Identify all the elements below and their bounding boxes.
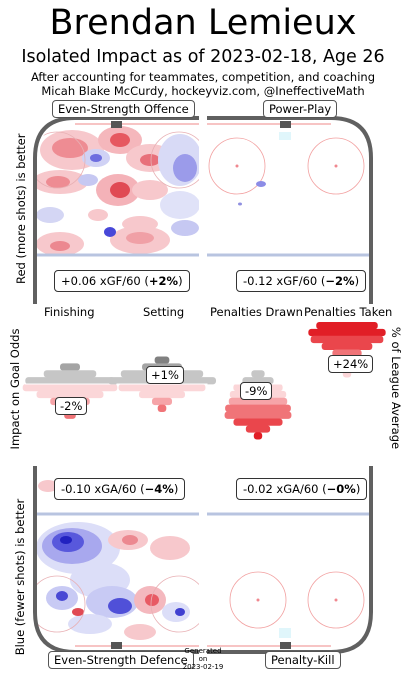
violin-slice-finishing	[22, 384, 118, 392]
context-line: After accounting for teammates, competit…	[30, 70, 376, 84]
rink-es-offence	[33, 116, 199, 304]
violin-slice-setting	[154, 356, 170, 364]
side-label-middle: Impact on Goal Odds	[8, 328, 22, 450]
violin-slice-setting	[139, 390, 185, 399]
es-offence-value: +0.06 xGF/60 (+2%)	[54, 270, 190, 292]
violin-slice-penalties-drawn	[233, 418, 283, 426]
finishing-value-label: -2%	[55, 397, 88, 415]
violin-slice-penalties-drawn	[225, 404, 291, 412]
rink-power-play	[207, 116, 373, 304]
violin-slice-finishing	[60, 363, 80, 371]
category-label-penalties-drawn: Penalties Drawn	[210, 305, 303, 319]
violin-slice-penalties-drawn	[251, 370, 265, 378]
category-label-penalties-taken: Penalties Taken	[304, 305, 393, 319]
power-play-value: -0.12 xGF/60 (−2%)	[236, 270, 367, 292]
heatmap-es-offence	[35, 124, 199, 262]
penalty-kill-label: Penalty-Kill	[265, 651, 341, 669]
violin-slice-setting	[157, 404, 167, 412]
violin-slice-finishing	[43, 370, 97, 378]
es-offence-label: Even-Strength Offence	[52, 100, 195, 118]
violin-slice-setting	[151, 397, 173, 406]
page-subtitle: Isolated Impact as of 2023-02-18, Age 26	[21, 47, 385, 67]
category-label-finishing: Finishing	[44, 305, 95, 319]
violin-slice-penalties-taken	[321, 342, 373, 350]
penalties-taken-value-label: +24%	[328, 355, 374, 373]
violin-slice-finishing	[36, 390, 104, 399]
es-defence-label: Even-Strength Defence	[48, 651, 194, 669]
page-title: Brendan Lemieux	[49, 3, 357, 43]
violin-slice-setting	[118, 384, 206, 392]
setting-value-label: +1%	[146, 366, 184, 384]
side-label-bottom: Blue (fewer shots) is better	[13, 498, 27, 656]
author-line: Micah Blake McCurdy, hockeyviz.com, @Ine…	[41, 84, 365, 98]
impact-distributions	[22, 322, 386, 440]
violin-slice-penalties-drawn	[224, 411, 292, 419]
violin-slice-finishing	[25, 377, 115, 385]
penalty-kill-value: -0.02 xGA/60 (−0%)	[236, 478, 368, 500]
violin-slice-penalties-taken	[308, 328, 386, 337]
penalties-drawn-value-label: -9%	[240, 382, 273, 400]
violin-slice-penalties-drawn	[245, 425, 271, 433]
violin-slice-penalties-drawn	[253, 432, 263, 440]
generated-note: Generated on 2023-02-19	[182, 647, 224, 671]
violin-slice-penalties-taken	[316, 322, 378, 330]
side-label-right: % of League Average	[389, 326, 403, 450]
power-play-label: Power-Play	[263, 100, 338, 118]
category-label-setting: Setting	[143, 305, 185, 319]
violin-slice-penalties-taken	[310, 335, 384, 344]
side-label-top: Red (more shots) is better	[14, 133, 28, 284]
es-defence-value: -0.10 xGA/60 (−4%)	[54, 478, 186, 500]
